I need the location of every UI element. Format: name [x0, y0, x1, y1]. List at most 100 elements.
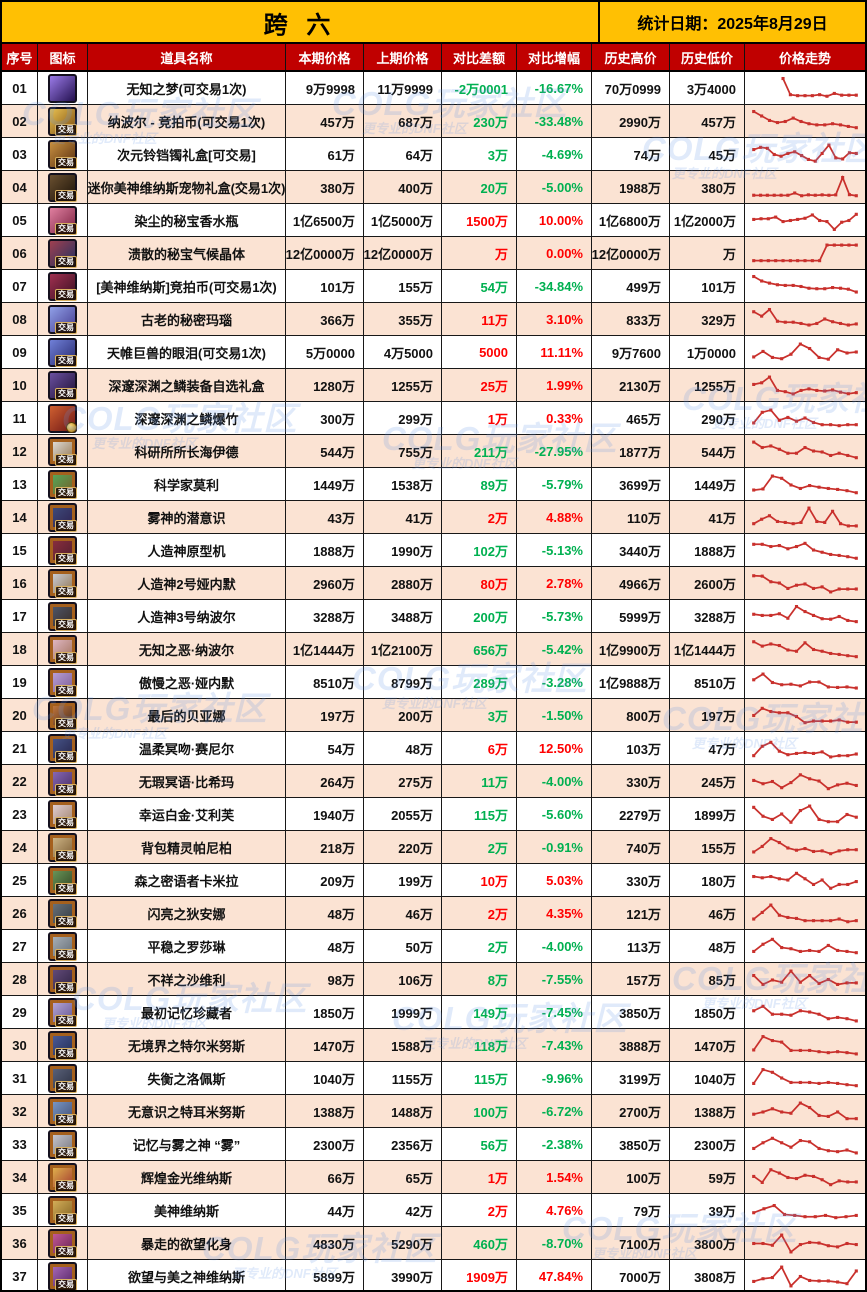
diff-cell: 11万	[442, 303, 517, 335]
high-price-cell: 7000万	[592, 1260, 670, 1290]
current-price-cell: 9万9998	[286, 72, 364, 104]
table-row: 34 交易 辉煌金光维纳斯 66万 65万 1万 1.54% 100万 59万	[2, 1161, 865, 1194]
diff-cell: 20万	[442, 171, 517, 203]
current-price-cell: 1449万	[286, 468, 364, 500]
price-trend-sparkline	[752, 903, 858, 924]
trend-cell	[745, 798, 865, 830]
low-price-cell: 1万0000	[670, 336, 745, 368]
previous-price-cell: 48万	[364, 732, 442, 764]
low-price-cell: 39万	[670, 1194, 745, 1226]
diff-cell: 2万	[442, 501, 517, 533]
item-icon-cell: 交易	[38, 732, 88, 764]
table-row: 30 交易 无境界之特尔米努斯 1470万 1588万 118万 -7.43% …	[2, 1029, 865, 1062]
pct-change-cell: -5.79%	[517, 468, 592, 500]
trade-badge: 交易	[55, 1113, 77, 1126]
item-icon-cell: 交易	[38, 831, 88, 863]
table-row: 14 交易 雾神的潜意识 43万 41万 2万 4.88% 110万 41万	[2, 501, 865, 534]
rank-cell: 24	[2, 831, 38, 863]
low-price-cell: 万	[670, 237, 745, 269]
trade-badge: 交易	[55, 387, 77, 400]
table-row: 25 交易 森之密语者卡米拉 209万 199万 10万 5.03% 330万 …	[2, 864, 865, 897]
price-trend-sparkline	[781, 76, 858, 98]
rank-cell: 21	[2, 732, 38, 764]
low-price-cell: 380万	[670, 171, 745, 203]
col-item-name: 道具名称	[88, 44, 286, 70]
low-price-cell: 1388万	[670, 1095, 745, 1127]
price-trend-sparkline	[752, 1168, 858, 1187]
trade-badge: 交易	[55, 123, 77, 136]
trade-badge: 交易	[55, 255, 77, 268]
previous-price-cell: 1999万	[364, 996, 442, 1028]
high-price-cell: 70万0999	[592, 72, 670, 104]
table-row: 09 交易 天帷巨兽的眼泪(可交易1次) 5万0000 4万5000 5000 …	[2, 336, 865, 369]
price-trend-sparkline	[752, 937, 858, 955]
high-price-cell: 3199万	[592, 1062, 670, 1094]
item-icon-cell: 交易	[38, 1128, 88, 1160]
item-icon: 交易	[48, 667, 77, 697]
rank-cell: 27	[2, 930, 38, 962]
current-price-cell: 457万	[286, 105, 364, 137]
item-name-cell: 温柔冥吻·赛尼尔	[88, 732, 286, 764]
pct-change-cell: -5.00%	[517, 171, 592, 203]
rank-cell: 25	[2, 864, 38, 896]
item-name-cell: 天帷巨兽的眼泪(可交易1次)	[88, 336, 286, 368]
high-price-cell: 113万	[592, 930, 670, 962]
rank-cell: 30	[2, 1029, 38, 1061]
rank-cell: 01	[2, 72, 38, 104]
item-icon: 交易	[48, 535, 77, 565]
trend-cell	[745, 138, 865, 170]
diff-cell: 2万	[442, 831, 517, 863]
high-price-cell: 3888万	[592, 1029, 670, 1061]
trend-cell	[745, 303, 865, 335]
trade-badge: 交易	[55, 849, 77, 862]
table-row: 36 交易 暴走的欲望化身 4830万 5290万 460万 -8.70% 71…	[2, 1227, 865, 1260]
item-name-cell: 暴走的欲望化身	[88, 1227, 286, 1259]
trend-cell	[745, 897, 865, 929]
price-trend-sparkline	[752, 1068, 858, 1088]
current-price-cell: 1亿1444万	[286, 633, 364, 665]
item-icon: 交易	[48, 271, 77, 301]
previous-price-cell: 2356万	[364, 1128, 442, 1160]
trend-cell	[745, 72, 865, 104]
trade-badge: 交易	[55, 948, 77, 961]
trend-cell	[745, 699, 865, 731]
stat-date: 统计日期：2025年8月29日	[637, 16, 828, 33]
high-price-cell: 12亿0000万	[592, 237, 670, 269]
rank-cell: 11	[2, 402, 38, 434]
trade-badge: 交易	[55, 651, 77, 664]
trade-badge: 交易	[55, 1278, 77, 1290]
item-name-cell: 记忆与雾之神 “雾”	[88, 1128, 286, 1160]
rank-cell: 19	[2, 666, 38, 698]
trend-cell	[745, 204, 865, 236]
pct-change-cell: 3.10%	[517, 303, 592, 335]
item-icon: 交易	[48, 964, 77, 994]
low-price-cell: 245万	[670, 765, 745, 797]
item-icon: 交易	[48, 1162, 77, 1192]
item-icon: 交易	[48, 700, 77, 730]
item-icon-cell: 交易	[38, 468, 88, 500]
diff-cell: 100万	[442, 1095, 517, 1127]
item-name-cell: 平稳之罗莎琳	[88, 930, 286, 962]
pct-change-cell: -7.43%	[517, 1029, 592, 1061]
trade-badge: 交易	[55, 1179, 77, 1192]
item-name-cell: 无知之恶·纳波尔	[88, 633, 286, 665]
current-price-cell: 1888万	[286, 534, 364, 566]
rank-cell: 06	[2, 237, 38, 269]
current-price-cell: 98万	[286, 963, 364, 995]
item-icon-cell: 交易	[38, 138, 88, 170]
rank-cell: 20	[2, 699, 38, 731]
high-price-cell: 5999万	[592, 600, 670, 632]
item-name-cell: 失衡之洛佩斯	[88, 1062, 286, 1094]
price-trend-sparkline	[752, 969, 858, 986]
high-price-cell: 4966万	[592, 567, 670, 599]
item-icon	[48, 403, 77, 433]
table-row: 02 交易 纳波尔 - 竞拍币(可交易1次) 457万 687万 230万 -3…	[2, 105, 865, 138]
item-icon-cell: 交易	[38, 270, 88, 302]
rank-cell: 14	[2, 501, 38, 533]
pct-change-cell: 4.88%	[517, 501, 592, 533]
item-name-cell: 最后的贝亚娜	[88, 699, 286, 731]
diff-cell: -2万0001	[442, 72, 517, 104]
low-price-cell: 47万	[670, 732, 745, 764]
current-price-cell: 1280万	[286, 369, 364, 401]
